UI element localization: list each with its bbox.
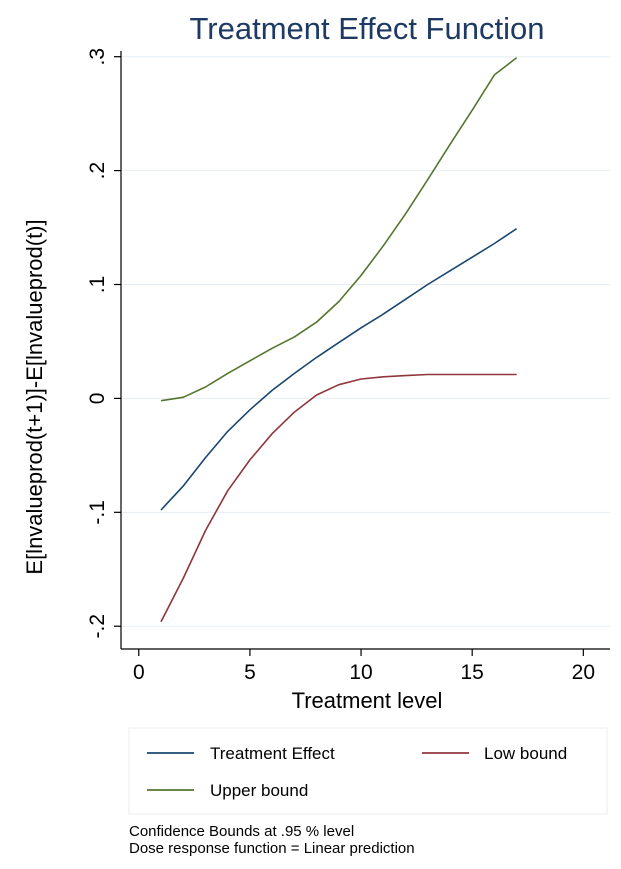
- legend-label-treatment-effect: Treatment Effect: [210, 744, 335, 763]
- note-dose-response: Dose response function = Linear predicti…: [129, 840, 415, 857]
- x-tick-label-4: 20: [572, 661, 595, 684]
- legend-box: [128, 727, 608, 815]
- x-tick-label-3: 15: [461, 661, 484, 684]
- series-line-low-bound: [160, 373, 517, 623]
- x-tick-label-0: 0: [133, 661, 145, 684]
- y-tick-label-5: .3: [86, 48, 109, 66]
- legend-label-upper-bound: Upper bound: [210, 781, 308, 800]
- legend: Treatment Effect Low bound Upper bound: [128, 727, 608, 815]
- x-axis-label: Treatment level: [292, 688, 443, 713]
- chart-title: Treatment Effect Function: [190, 11, 545, 46]
- y-tick-label-4: .2: [86, 162, 109, 180]
- tick-labels: -.2 -.1 0 .1 .2 .3 0 5 10 15 20: [86, 48, 595, 684]
- y-axis-label: E[lnvalueprod(t+1)]-E[lnvalueprod(t)]: [22, 219, 47, 574]
- note-confidence: Confidence Bounds at .95 % level: [129, 823, 355, 840]
- x-tick-label-2: 10: [349, 661, 372, 684]
- y-tick-label-2: 0: [86, 393, 109, 405]
- legend-label-low-bound: Low bound: [484, 744, 567, 763]
- y-tick-label-3: .1: [86, 276, 109, 294]
- gridlines: [121, 56, 610, 627]
- series-line-treatment-effect: [160, 228, 518, 511]
- axes: [114, 51, 610, 656]
- y-tick-label-0: -.2: [86, 614, 109, 639]
- series-line-upper-bound: [160, 57, 518, 402]
- series-lines: [160, 57, 518, 623]
- y-tick-label-1: -.1: [86, 500, 109, 525]
- x-tick-label-1: 5: [244, 661, 256, 684]
